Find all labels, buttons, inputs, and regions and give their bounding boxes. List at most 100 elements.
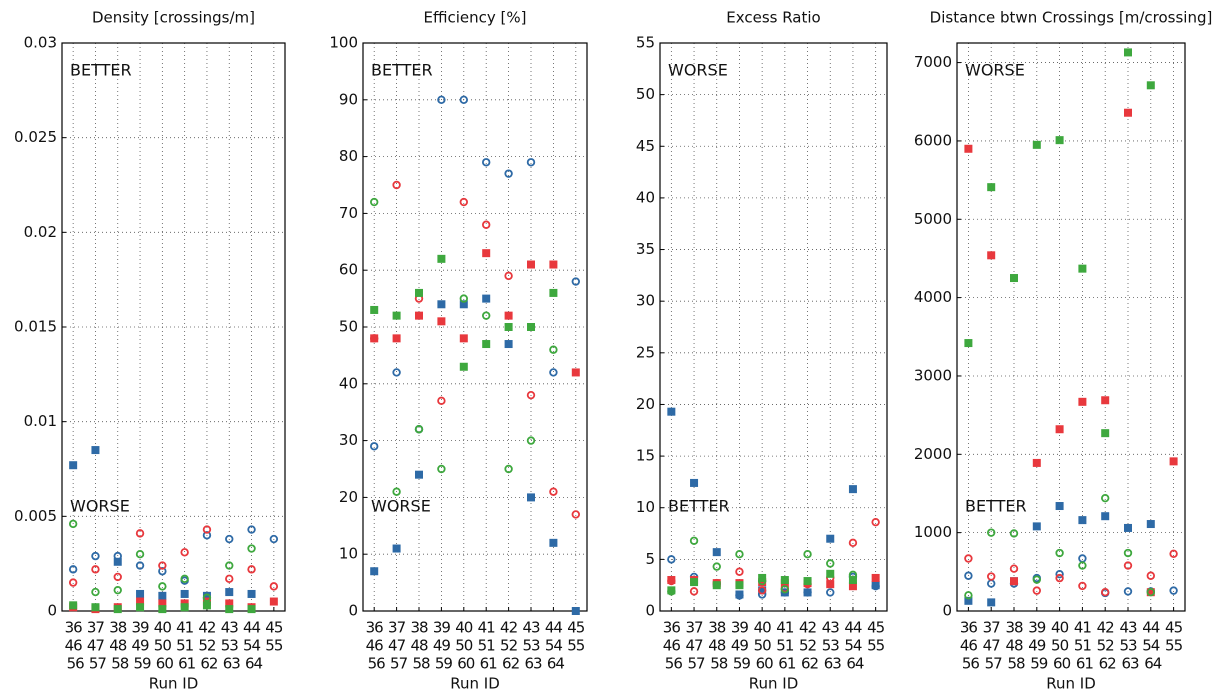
x-tick-label: 64 — [547, 655, 565, 673]
circle-marker — [225, 534, 234, 544]
circle-marker — [437, 464, 446, 474]
x-tick-label: 60 — [1053, 655, 1071, 673]
square-marker — [459, 334, 468, 343]
x-tick-label: 41 — [478, 619, 496, 637]
x-tick-label: 59 — [134, 655, 152, 673]
circle-marker — [392, 180, 401, 190]
circle-marker — [1146, 587, 1155, 597]
square-marker — [667, 407, 676, 416]
circle-marker — [68, 565, 78, 574]
circle-marker — [158, 582, 167, 591]
square-marker — [1032, 522, 1041, 531]
square-marker — [571, 607, 580, 615]
x-tick-label: 55 — [567, 637, 585, 655]
x-tick-label: 54 — [844, 637, 862, 655]
y-tick-label: 0.03 — [24, 34, 57, 52]
x-tick-label: 51 — [776, 637, 794, 655]
square-marker — [1101, 396, 1110, 405]
x-tick-label: 49 — [731, 637, 749, 655]
x-tick-label: 63 — [1121, 655, 1139, 673]
square-marker — [437, 317, 446, 326]
x-tick-label: 47 — [686, 637, 704, 655]
square-marker — [180, 603, 189, 612]
square-marker — [987, 183, 996, 192]
square-marker — [158, 591, 167, 600]
y-tick-label: 30 — [339, 431, 358, 449]
circle-marker — [1078, 581, 1087, 591]
y-tick-label: 0.02 — [24, 223, 57, 241]
square-marker — [415, 311, 423, 320]
y-tick-label: 40 — [339, 374, 358, 392]
x-tick-label: 51 — [1074, 637, 1092, 655]
x-tick-label: 44 — [1142, 619, 1160, 637]
circle-marker — [712, 562, 721, 571]
circle-marker — [91, 587, 100, 597]
x-tick-label: 43 — [221, 619, 239, 637]
square-marker — [247, 605, 256, 614]
x-tick-label: 43 — [1119, 619, 1137, 637]
x-tick-label: 57 — [985, 655, 1003, 673]
x-tick-label: 63 — [824, 655, 842, 673]
y-tick-label: 30 — [636, 292, 655, 310]
circle-marker — [158, 567, 167, 576]
x-tick-label: 61 — [778, 655, 796, 673]
x-tick-label: 57 — [688, 655, 706, 673]
x-tick-label: 47 — [87, 637, 105, 655]
y-tick-label: 15 — [636, 447, 655, 465]
square-marker — [690, 578, 699, 587]
y-tick-label: 10 — [636, 498, 655, 516]
y-tick-label: 0.025 — [14, 128, 57, 146]
circle-marker — [826, 559, 835, 568]
square-marker — [735, 590, 744, 599]
y-tick-label: 2000 — [914, 445, 952, 463]
y-tick-label: 20 — [339, 488, 358, 506]
square-marker — [848, 576, 857, 585]
square-marker — [504, 340, 513, 349]
square-marker — [549, 288, 558, 297]
square-marker — [690, 478, 699, 487]
x-tick-label: 40 — [455, 619, 473, 637]
square-marker — [803, 588, 812, 597]
x-tick-label: 51 — [176, 637, 194, 655]
x-tick-label: 40 — [1051, 619, 1069, 637]
x-tick-label: 42 — [500, 619, 518, 637]
circle-marker — [68, 578, 78, 587]
circle-marker — [459, 294, 468, 303]
annotation: BETTER — [371, 61, 433, 80]
square-marker — [1032, 458, 1041, 467]
x-tick-label: 46 — [65, 637, 83, 655]
square-marker — [527, 493, 535, 502]
x-tick-label: 38 — [1005, 619, 1023, 637]
circle-marker — [964, 571, 973, 580]
x-tick-label: 64 — [245, 655, 263, 673]
x-tick-label: 58 — [710, 655, 728, 673]
square-marker — [964, 144, 973, 153]
circle-marker — [504, 464, 513, 474]
x-tick-label: 39 — [132, 619, 150, 637]
x-tick-label: 47 — [388, 637, 406, 655]
square-marker — [1010, 274, 1018, 283]
circle-marker — [1078, 554, 1087, 563]
square-marker — [1078, 397, 1087, 406]
square-marker — [136, 603, 145, 612]
square-marker — [370, 334, 379, 343]
chart-title: Excess Ratio — [726, 9, 820, 27]
circle-marker — [964, 554, 973, 563]
circle-marker — [987, 572, 996, 581]
y-tick-label: 100 — [329, 34, 358, 52]
square-marker — [1078, 264, 1087, 273]
x-tick-label: 52 — [799, 637, 817, 655]
square-marker — [415, 470, 423, 479]
x-tick-label: 42 — [198, 619, 216, 637]
circle-marker — [1078, 561, 1087, 570]
circle-marker — [113, 572, 122, 582]
plot-frame — [362, 42, 588, 612]
circle-marker — [225, 574, 234, 584]
circle-marker — [1009, 529, 1019, 538]
square-marker — [871, 573, 880, 582]
square-marker — [1010, 577, 1018, 586]
circle-marker — [1055, 573, 1064, 583]
x-tick-label: 57 — [89, 655, 107, 673]
x-tick-label: 54 — [545, 637, 563, 655]
plot-frame — [956, 42, 1186, 612]
